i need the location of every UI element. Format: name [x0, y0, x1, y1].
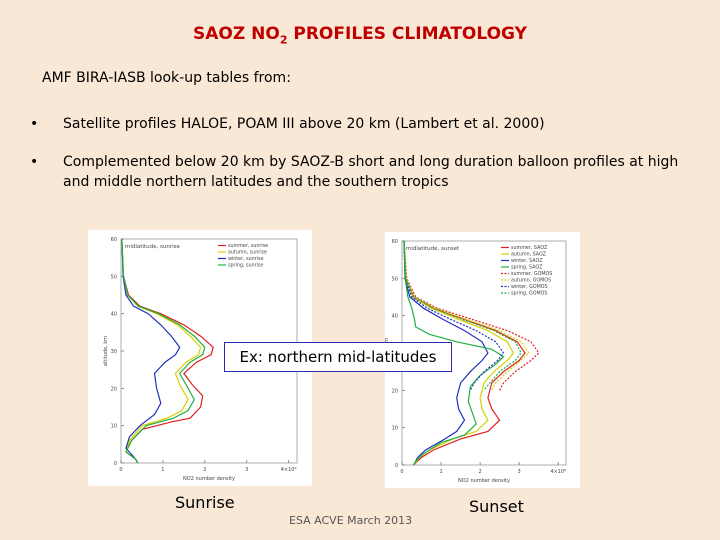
x-tick-label: 1: [439, 469, 442, 475]
x-tick-label: 4×10⁹: [281, 467, 297, 473]
legend-entry: spring, SAOZ: [511, 265, 543, 271]
bullet-marker: •: [30, 154, 39, 170]
x-axis-label: NO2 number density: [458, 478, 510, 484]
y-tick-label: 30: [111, 349, 117, 355]
x-tick-label: 2: [479, 469, 482, 475]
legend-entry: summer, SAOZ: [511, 245, 548, 251]
x-tick-label: 2: [203, 467, 206, 473]
y-tick-label: 60: [111, 237, 117, 243]
series-line: [403, 240, 522, 391]
series-line: [403, 240, 489, 466]
y-tick-label: 0: [114, 461, 117, 467]
x-axis-label: NO2 number density: [183, 476, 235, 482]
legend-entry: spring, sunrise: [228, 263, 263, 269]
bullet-marker: •: [30, 116, 39, 132]
y-tick-label: 50: [392, 276, 398, 282]
x-tick-label: 3: [245, 467, 248, 473]
footer-text: ESA ACVE March 2013: [289, 514, 413, 527]
legend-entry: summer, GOMOS: [511, 271, 552, 277]
series-line: [403, 240, 526, 466]
legend-entry: winter, SAOZ: [511, 258, 543, 264]
chart-title: midlatitude, sunrise: [125, 244, 180, 250]
intro-text: AMF BIRA-IASB look-up tables from:: [42, 70, 291, 86]
slide-title: SAOZ NO2 PROFILES CLIMATOLOGY: [193, 24, 527, 47]
series-line: [121, 238, 202, 464]
y-tick-label: 40: [111, 312, 117, 318]
sunrise-chart-svg: 0 10 20 30 40 50 60 0 1 2 3 4×10⁹ NO2 number density…: [103, 237, 298, 482]
series-line: [403, 240, 530, 391]
sunset-label: Sunset: [469, 497, 524, 516]
y-tick-label: 10: [392, 426, 398, 432]
x-tick-label: 1: [161, 467, 164, 473]
legend-entry: autumn, sunrise: [228, 250, 267, 256]
x-tick-label: 4×10⁹: [550, 469, 566, 475]
x-tick-label: 0: [119, 467, 122, 473]
legend-entry: spring, GOMOS: [511, 291, 547, 297]
legend-entry: summer, sunrise: [228, 243, 268, 249]
y-tick-label: 60: [392, 239, 398, 245]
bullet-text: Satellite profiles HALOE, POAM III above…: [63, 116, 545, 132]
y-tick-label: 50: [111, 274, 117, 280]
series-line: [121, 238, 181, 464]
x-tick-label: 3: [518, 469, 521, 475]
series-line: [121, 238, 206, 464]
y-tick-label: 20: [392, 388, 398, 394]
legend-entry: autumn, SAOZ: [511, 252, 547, 258]
y-tick-label: 40: [392, 314, 398, 320]
series-line: [403, 240, 540, 391]
series-line: [403, 240, 505, 466]
y-tick-label: 0: [395, 463, 398, 469]
bullet-text: Complemented below 20 km by SAOZ-B short…: [63, 154, 679, 190]
x-tick-label: 0: [400, 469, 403, 475]
legend-entry: winter, GOMOS: [511, 284, 548, 290]
y-tick-label: 10: [111, 424, 117, 430]
legend-entry: winter, sunrise: [228, 256, 264, 262]
region-callout: Ex: northern mid-latitudes: [224, 342, 452, 372]
series-line: [403, 240, 505, 391]
legend-entry: autumn, GOMOS: [511, 278, 551, 284]
y-axis-label: altitude, km: [103, 336, 109, 366]
sunrise-label: Sunrise: [175, 493, 235, 512]
chart-title: midlatitude, sunset: [406, 246, 460, 252]
y-tick-label: 20: [111, 386, 117, 392]
